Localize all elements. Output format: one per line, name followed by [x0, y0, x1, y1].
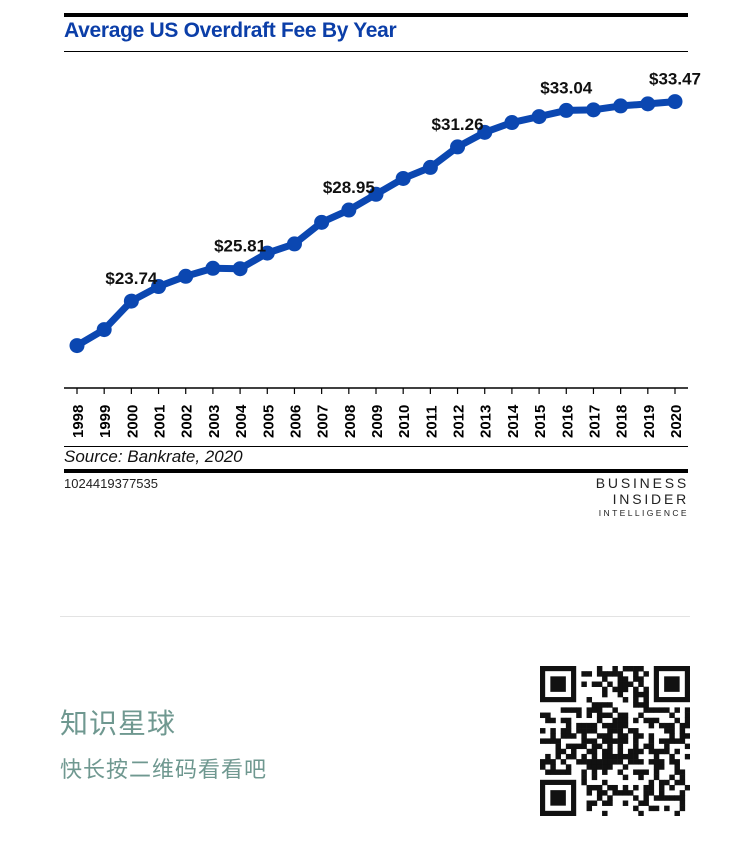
source-rule — [64, 446, 688, 447]
x-tick-label: 2004 — [233, 404, 250, 438]
data-point — [531, 109, 547, 125]
data-point — [504, 115, 520, 131]
x-tick-label: 2006 — [287, 405, 304, 438]
top-rule — [64, 13, 688, 17]
promo-title: 知识星球 — [60, 708, 177, 739]
x-tick-label: 2014 — [505, 404, 522, 438]
section-divider — [60, 616, 690, 617]
x-tick-label: 2017 — [586, 405, 603, 438]
data-point — [640, 96, 656, 112]
x-tick-label: 2003 — [206, 405, 223, 438]
series-line — [73, 98, 679, 350]
data-point — [477, 124, 493, 140]
data-point — [613, 98, 629, 114]
data-point — [422, 159, 438, 175]
x-tick-label: 2005 — [260, 405, 277, 438]
label-layer: $23.74 $25.81 $28.95 $31.26 $33.04 $33.47 — [105, 70, 701, 288]
chart-id: 1024419377535 — [64, 476, 158, 491]
chart-source: Source: Bankrate, 2020 — [64, 447, 243, 466]
data-point — [314, 214, 330, 230]
data-point — [286, 236, 302, 252]
data-label: $28.95 — [323, 178, 375, 197]
logo-line-1: BUSINESS — [595, 475, 689, 491]
data-point — [368, 186, 384, 202]
promo-subtitle: 快长按二维码看看吧 — [60, 757, 268, 782]
x-tick-label: 2013 — [478, 405, 495, 438]
x-tick-label: 2012 — [451, 405, 468, 438]
data-point — [96, 322, 112, 338]
x-axis: 1998 1999 2000 2001 2002 2003 2004 2005 2006 2007… — [64, 387, 688, 438]
data-label: $33.47 — [649, 70, 701, 89]
logo-line-3: INTELLIGENCE — [598, 508, 689, 518]
data-point — [123, 293, 139, 309]
data-point — [395, 170, 411, 186]
bottom-rule — [64, 469, 688, 473]
data-label: $23.74 — [105, 269, 158, 288]
x-tick-label: 2019 — [641, 405, 658, 438]
x-tick-label: 2011 — [423, 405, 440, 438]
data-point — [450, 139, 466, 155]
data-point — [558, 102, 574, 118]
x-tick-label: 2002 — [179, 405, 196, 438]
data-point — [259, 245, 275, 261]
x-tick-label: 2018 — [614, 405, 631, 438]
x-tick-label: 2020 — [668, 405, 685, 438]
x-tick-label: 2000 — [124, 405, 141, 438]
logo-line-2: INSIDER — [612, 491, 689, 507]
data-point — [151, 279, 167, 295]
x-tick-label: 2001 — [152, 405, 169, 438]
x-tick-label: 2008 — [342, 405, 359, 438]
data-label: $25.81 — [214, 237, 266, 256]
line-chart: 1998 1999 2000 2001 2002 2003 2004 2005 2006 2007… — [64, 70, 701, 438]
data-point — [232, 261, 248, 277]
x-tick-label: 2007 — [315, 405, 332, 438]
data-point — [341, 202, 357, 218]
qr-code-icon[interactable] — [540, 666, 690, 816]
data-point — [667, 94, 683, 110]
data-point — [205, 260, 221, 276]
title-rule — [64, 51, 688, 52]
x-tick-label: 2010 — [396, 405, 413, 438]
data-point — [178, 268, 194, 284]
series-layer — [69, 94, 683, 354]
x-tick-label: 2016 — [559, 405, 576, 438]
business-insider-logo: BUSINESS INSIDER INTELLIGENCE — [596, 475, 689, 519]
data-label: $33.04 — [540, 78, 593, 97]
x-tick-label: 1999 — [97, 405, 114, 438]
data-point — [69, 338, 85, 354]
x-tick-label: 2009 — [369, 405, 386, 438]
data-label: $31.26 — [432, 115, 484, 134]
chart-title: Average US Overdraft Fee By Year — [64, 19, 397, 42]
data-point — [585, 102, 601, 118]
x-tick-label: 1998 — [70, 405, 87, 438]
x-tick-label: 2015 — [532, 405, 549, 438]
